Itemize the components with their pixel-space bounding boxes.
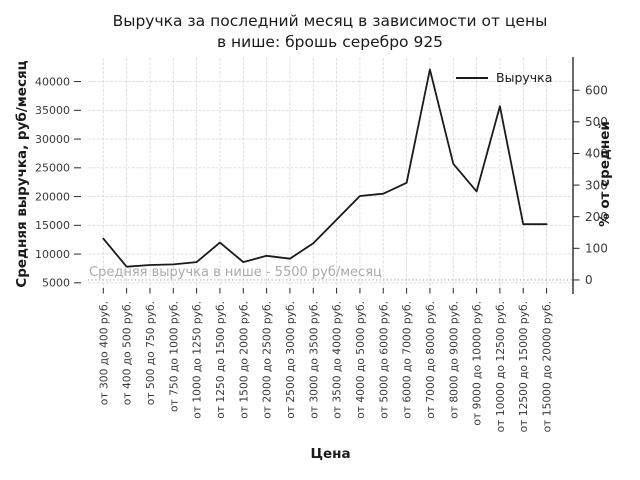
y-tick-label-right: 300 [585, 178, 608, 192]
legend-label: Выручка [496, 70, 553, 85]
x-tick-label: от 500 до 750 руб. [144, 301, 157, 405]
legend: Выручка [456, 70, 552, 85]
y-tick-label-right: 600 [585, 83, 608, 97]
y-tick-label-left: 40000 [35, 75, 70, 88]
x-tick-label: от 9000 до 10000 руб. [471, 301, 484, 426]
x-axis-label: Цена [310, 446, 351, 462]
y-tick-label-left: 30000 [35, 133, 70, 146]
x-tick-label: от 3000 до 3500 руб. [307, 301, 320, 419]
x-tick-label: от 750 до 1000 руб. [167, 301, 180, 412]
x-tick-label: от 300 до 400 руб. [97, 301, 110, 405]
x-tick-label: от 1250 до 1500 руб. [214, 301, 227, 419]
x-tick-label: от 12500 до 15000 руб. [517, 301, 530, 432]
y-tick-label-right: 400 [585, 147, 608, 161]
x-tick-label: от 2500 до 3000 руб. [284, 301, 297, 419]
x-tick-label: от 8000 до 9000 руб. [447, 301, 460, 419]
x-tick-label: от 7000 до 8000 руб. [424, 301, 437, 419]
y-tick-label-left: 35000 [35, 104, 70, 117]
x-tick-label: от 4000 до 5000 руб. [354, 301, 367, 419]
y-axis-label-right: % от средней [597, 121, 613, 227]
baseline-annotation: Средняя выручка в нише - 5500 руб/месяц [89, 265, 382, 280]
y-tick-label-left: 5000 [42, 277, 70, 290]
y-tick-label-left: 15000 [35, 219, 70, 232]
x-tick-label: от 3500 до 4000 руб. [331, 301, 344, 419]
x-tick-label: от 6000 до 7000 руб. [401, 301, 414, 419]
revenue-line [102, 68, 548, 268]
x-tick-label: от 1000 до 1250 руб. [191, 301, 204, 419]
y-tick-label-left: 10000 [35, 248, 70, 261]
chart-title: Выручка за последний месяц в зависимости… [112, 12, 548, 51]
y-tick-label-right: 0 [585, 273, 593, 287]
x-tick-label: от 10000 до 12500 руб. [494, 301, 507, 432]
y-tick-label-right: 200 [585, 210, 608, 224]
y-tick-label-left: 20000 [35, 190, 70, 203]
y-axis-label-left: Средняя выручка, руб/месяц [14, 60, 30, 288]
x-tick-label: от 1500 до 2000 руб. [237, 301, 250, 419]
x-tick-label: от 400 до 500 руб. [121, 301, 134, 405]
x-tick-label: от 5000 до 6000 руб. [377, 301, 390, 419]
y-tick-label-left: 25000 [35, 162, 70, 175]
x-tick-label: от 15000 до 20000 руб. [541, 301, 554, 432]
y-tick-label-right: 100 [585, 242, 608, 256]
legend-line-icon [456, 76, 488, 79]
x-tick-label: от 2000 до 2500 руб. [261, 301, 274, 419]
y-tick-label-right: 500 [585, 115, 608, 129]
